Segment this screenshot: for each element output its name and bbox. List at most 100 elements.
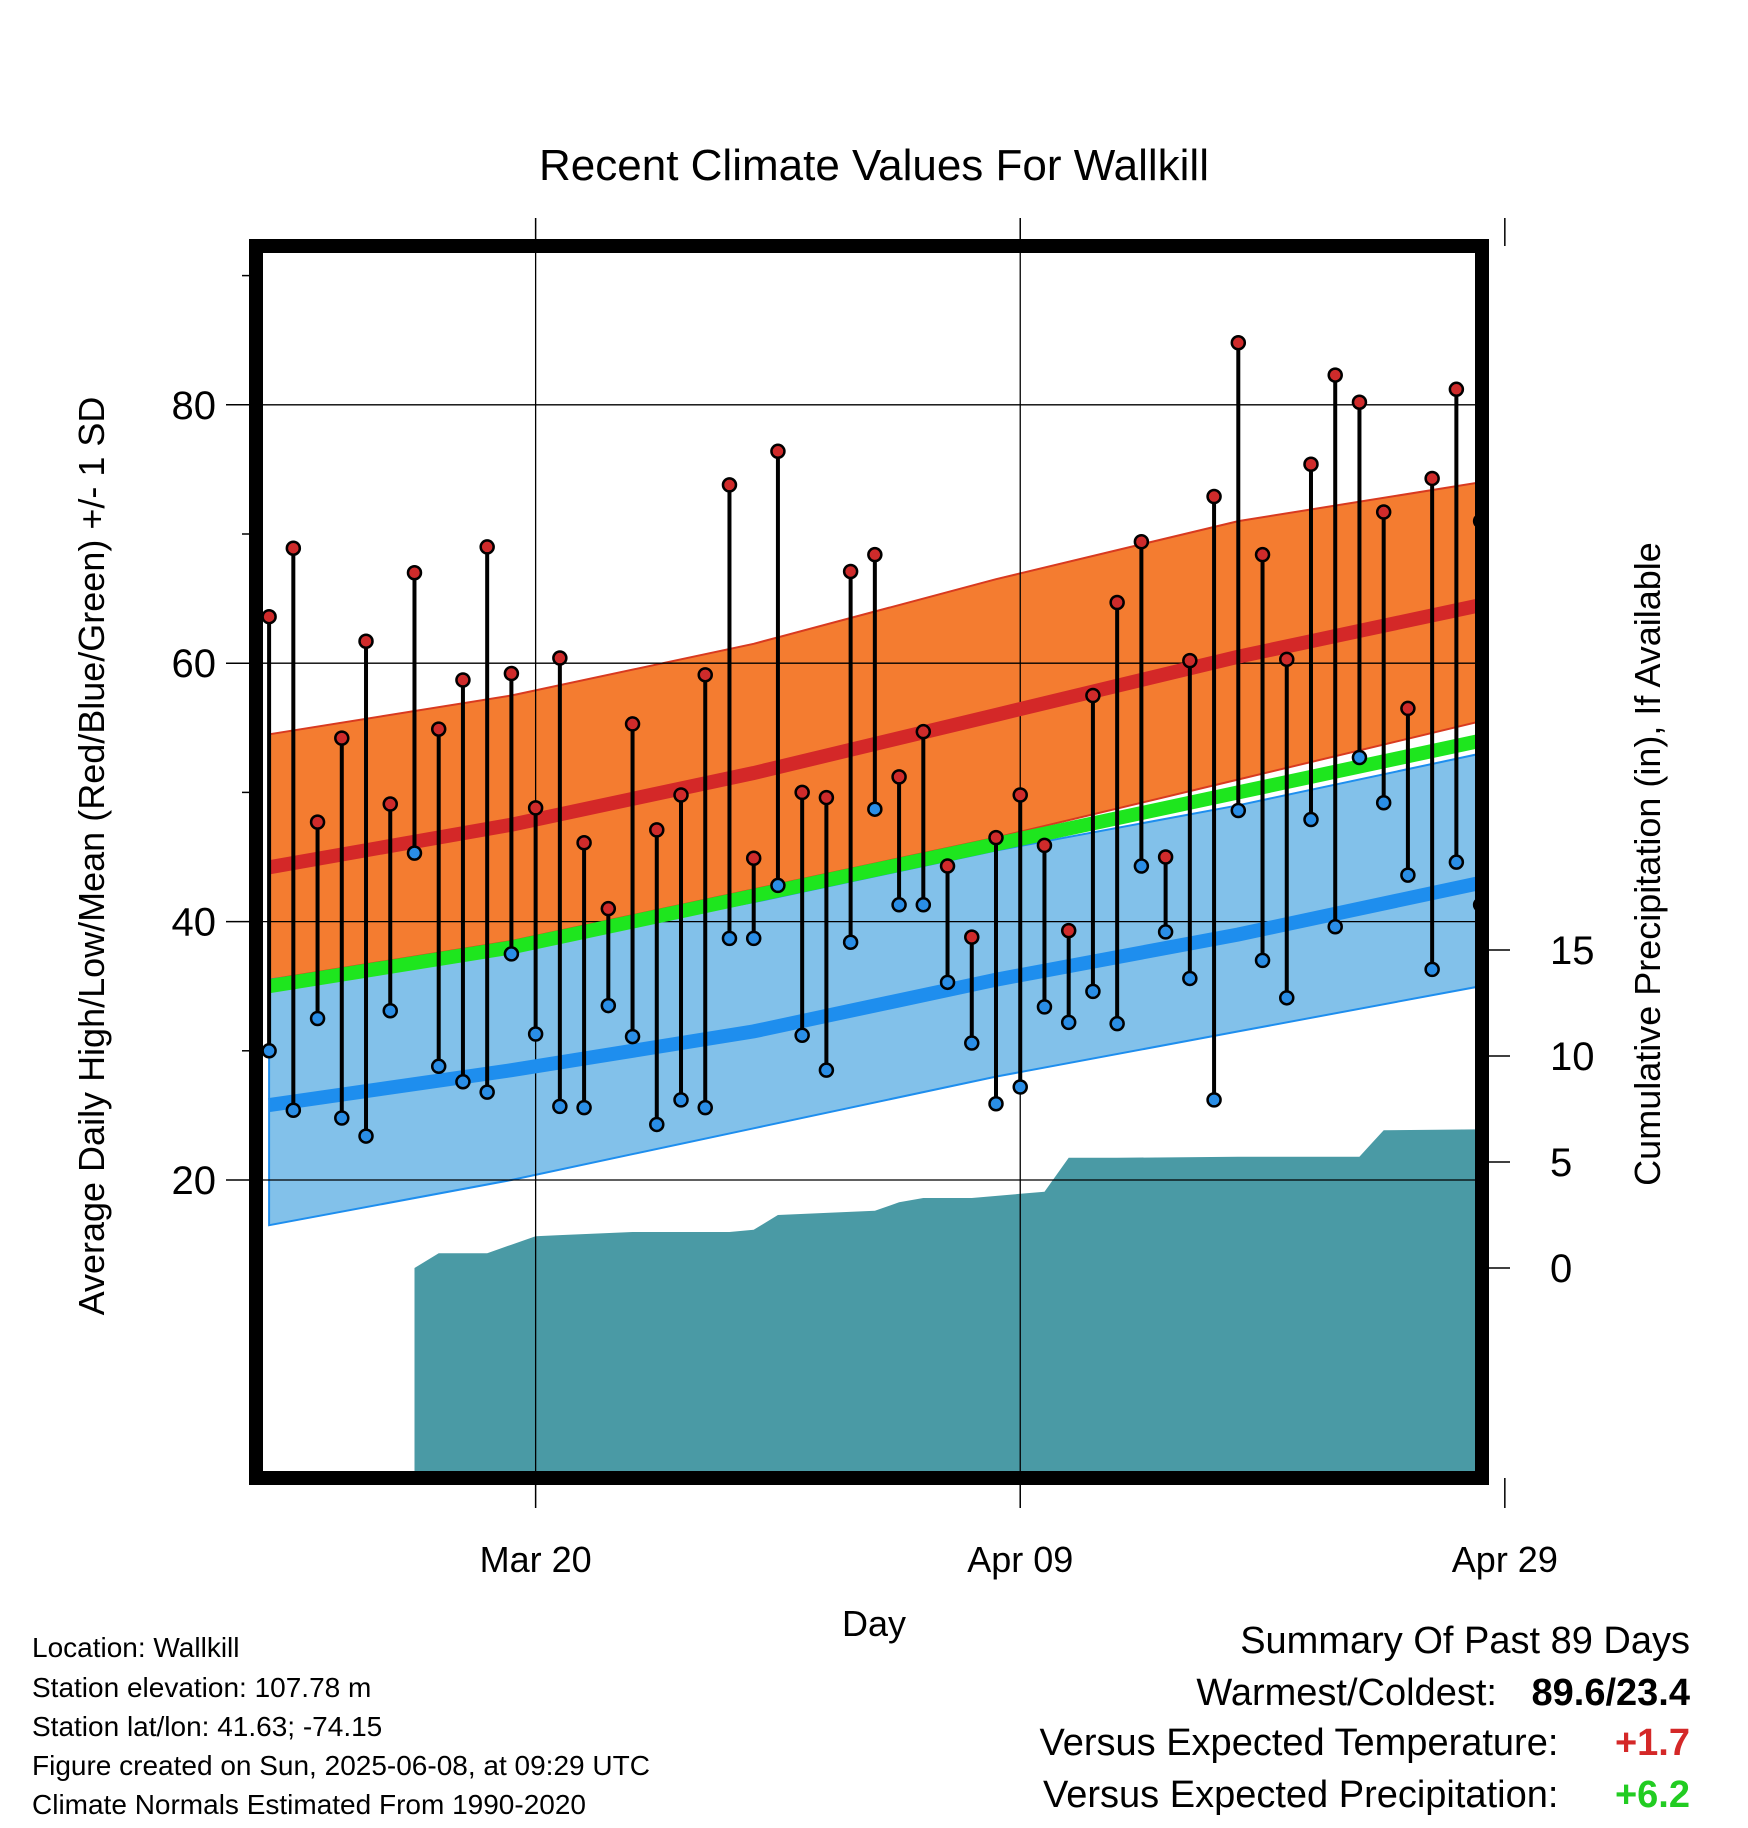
warm-cold-label: Warmest/Coldest: [1196, 1672, 1497, 1714]
daily-high-point [1375, 504, 1392, 520]
daily-low-point [430, 1058, 447, 1075]
daily-high-point [527, 800, 544, 816]
daily-low-point [479, 1084, 495, 1100]
footer-elevation: Station elevation: 107.78 m [32, 1672, 372, 1703]
daily-low-point [939, 974, 956, 991]
daily-high-point [745, 850, 762, 867]
x-tick-label: Apr 29 [1452, 1539, 1558, 1580]
daily-low-point [842, 934, 859, 951]
daily-high-point [1498, 485, 1511, 498]
precip-vs-expected-label: Versus Expected Precipitation: [1043, 1774, 1559, 1816]
low-sd-band [268, 753, 1476, 1227]
normal-high-line [267, 598, 1476, 875]
daily-high-point [964, 929, 980, 945]
daily-low-point [867, 801, 883, 817]
summary-heading: Summary Of Past 89 Days [1240, 1620, 1690, 1663]
y2-axis-label: Cumulative Precipitation (in), If Availa… [1627, 542, 1668, 1186]
daily-high-point [1182, 652, 1198, 669]
daily-low-point [1036, 999, 1053, 1015]
daily-low-point [794, 1027, 810, 1044]
daily-low-point [1279, 990, 1295, 1006]
daily-low-point [1692, 829, 1705, 842]
daily-low-point [1424, 961, 1440, 978]
daily-low-point [745, 930, 762, 947]
temp-vs-expected-label: Versus Expected Temperature: [1039, 1722, 1559, 1764]
daily-low-point [988, 1096, 1004, 1112]
x-axis-label: Day [842, 1603, 906, 1644]
daily-low-point [285, 1102, 302, 1118]
daily-high-point [721, 477, 738, 493]
daily-high-point [794, 784, 810, 801]
daily-high-point [285, 540, 302, 556]
daily-high-point [1206, 488, 1222, 505]
y-tick-label: 20 [172, 1159, 217, 1203]
daily-low-point [455, 1074, 471, 1090]
daily-high-point [1351, 394, 1368, 410]
daily-high-point [697, 667, 713, 683]
daily-high-point [1303, 456, 1319, 472]
daily-high-point [818, 789, 835, 806]
precip-area [414, 1129, 1476, 1472]
chart-title: Recent Climate Values For Wallkill [539, 141, 1209, 190]
summary-warm-cold: Warmest/Coldest: 89.6/23.4 [1196, 1672, 1690, 1715]
footer-latlon: Station lat/lon: 41.63; -74.15 [32, 1711, 383, 1742]
daily-high-point [358, 633, 374, 649]
daily-low-point [1375, 794, 1392, 811]
daily-low-point [1716, 831, 1729, 844]
daily-low-point [527, 1026, 544, 1042]
daily-high-point [1448, 381, 1465, 398]
daily-low-point [915, 897, 932, 913]
y2-tick-label: 0 [1550, 1247, 1572, 1291]
daily-low-point [1741, 896, 1748, 909]
daily-low-point [1133, 858, 1150, 874]
plot-frame [249, 239, 1489, 1485]
daily-low-point [382, 1002, 398, 1019]
daily-low-point [891, 897, 907, 913]
daily-high-point [1133, 534, 1150, 550]
daily-high-point [1085, 687, 1101, 704]
daily-high-point [552, 650, 568, 666]
daily-high-point [1279, 651, 1295, 668]
x-tick-label: Apr 09 [967, 1539, 1073, 1580]
daily-low-point [1182, 970, 1198, 987]
daily-high-point [891, 769, 907, 785]
summary-heading-text: Summary Of Past 89 Days [1240, 1620, 1690, 1662]
daily-high-point [1571, 630, 1584, 643]
daily-high-point [1547, 392, 1560, 405]
footer-created: Figure created on Sun, 2025-06-08, at 09… [32, 1750, 650, 1781]
daily-low-point [697, 1099, 713, 1116]
normal-mean-line [267, 734, 1476, 994]
daily-low-point [262, 1043, 277, 1059]
daily-low-point [770, 877, 786, 894]
daily-low-point [1448, 854, 1465, 870]
daily-low-point [1254, 952, 1271, 969]
daily-low-point [1523, 719, 1536, 732]
daily-high-point [1424, 470, 1440, 487]
daily-low-point [1303, 811, 1319, 828]
daily-low-point [1060, 1014, 1077, 1031]
summary-precipitation: Versus Expected Precipitation: +6.2 [1043, 1774, 1690, 1817]
daily-low-point [309, 1010, 326, 1027]
daily-high-point [988, 829, 1004, 846]
daily-low-point [1351, 749, 1368, 766]
daily-high-point [1157, 849, 1174, 865]
normal-low-line [268, 876, 1476, 1113]
daily-high-point [479, 539, 495, 555]
footer-normals: Climate Normals Estimated From 1990-2020 [32, 1789, 586, 1820]
daily-high-point [1012, 787, 1028, 803]
daily-high-point [867, 546, 883, 563]
daily-low-point [1595, 714, 1608, 727]
daily-high-point [1668, 464, 1681, 477]
daily-low-point [1085, 983, 1101, 1000]
warm-cold-value: 89.6/23.4 [1531, 1672, 1690, 1714]
daily-high-point [1060, 922, 1077, 939]
daily-low-point [1547, 705, 1560, 718]
daily-low-point [1571, 710, 1584, 723]
daily-low-point [818, 1062, 835, 1078]
y-tick-label: 80 [172, 384, 217, 428]
daily-low-point [1498, 937, 1511, 950]
daily-high-point [334, 730, 350, 746]
daily-high-point [309, 814, 326, 830]
daily-high-point [1327, 367, 1343, 383]
daily-low-point [1206, 1092, 1222, 1108]
